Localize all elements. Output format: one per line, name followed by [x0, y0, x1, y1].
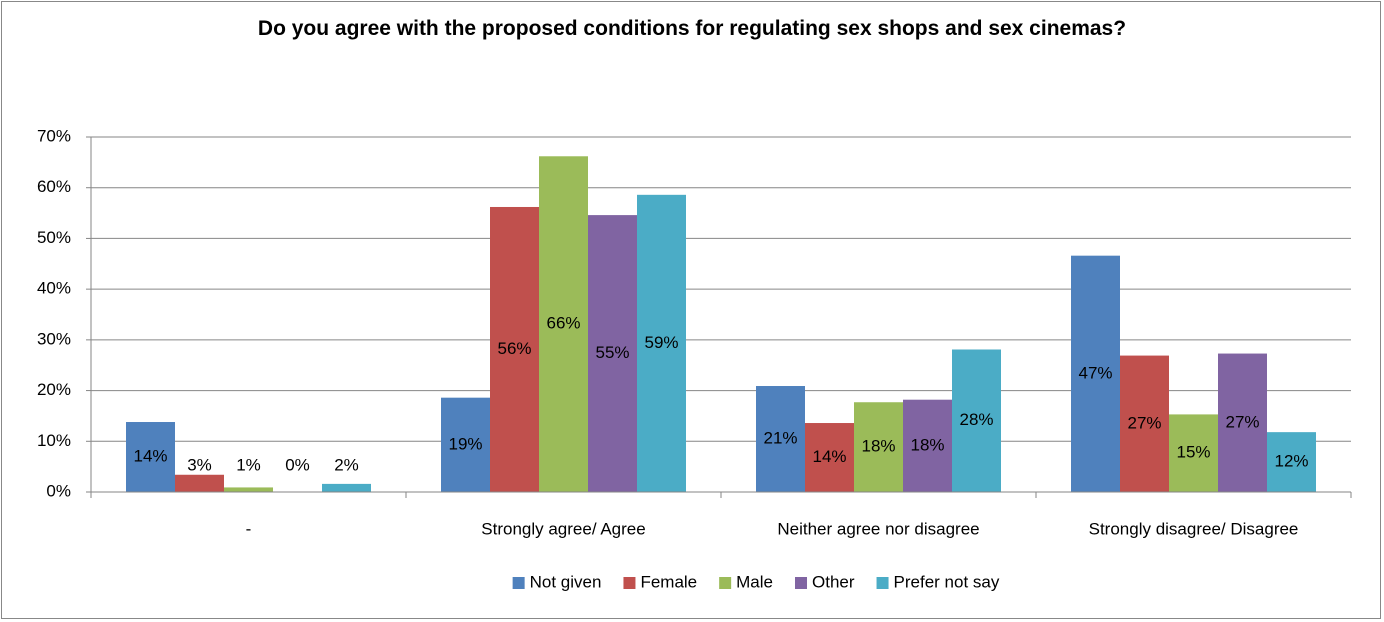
data-label: 18%: [910, 435, 944, 454]
bar: [539, 156, 588, 492]
legend-label: Other: [812, 572, 855, 591]
y-tick-label: 50%: [37, 228, 71, 247]
bar: [1218, 353, 1267, 492]
legend-swatch: [623, 577, 636, 589]
data-label: 19%: [448, 434, 482, 453]
chart-title: Do you agree with the proposed condition…: [257, 17, 1127, 40]
bar: [224, 487, 273, 492]
legend-label: Not given: [530, 572, 602, 591]
bar: [903, 399, 952, 492]
y-tick-label: 10%: [37, 431, 71, 450]
data-label: 66%: [546, 314, 580, 333]
data-label: 59%: [644, 333, 678, 352]
legend-swatch: [719, 577, 732, 589]
x-tick-label: Strongly agree/ Agree: [481, 519, 645, 538]
bar: [441, 397, 490, 492]
legend-label: Male: [736, 572, 773, 591]
bar: [1267, 432, 1316, 492]
bar: [588, 215, 637, 492]
bar: [854, 402, 903, 492]
data-label: 1%: [236, 455, 261, 474]
legend-swatch: [795, 577, 808, 589]
x-tick-label: -: [246, 519, 252, 538]
data-label: 47%: [1078, 363, 1112, 382]
y-tick-label: 40%: [37, 279, 71, 298]
bar: [952, 349, 1001, 492]
x-tick-label: Neither agree nor disagree: [777, 519, 979, 538]
bar: [126, 422, 175, 492]
legend-swatch: [876, 577, 889, 589]
data-label: 55%: [595, 343, 629, 362]
data-label: 15%: [1176, 443, 1210, 462]
legend-swatch: [512, 577, 525, 589]
legend-label: Prefer not say: [894, 572, 1000, 591]
data-label: 27%: [1225, 412, 1259, 431]
data-label: 56%: [497, 339, 531, 358]
y-tick-label: 0%: [46, 481, 71, 500]
bar: [637, 194, 686, 493]
data-label: 21%: [763, 428, 797, 447]
y-tick-label: 70%: [37, 126, 71, 145]
y-tick-label: 30%: [37, 329, 71, 348]
y-tick-label: 60%: [37, 177, 71, 196]
data-label: 0%: [285, 455, 310, 474]
data-label: 3%: [187, 455, 212, 474]
data-label: 18%: [861, 437, 895, 456]
bar: [1169, 414, 1218, 492]
legend-label: Female: [640, 572, 697, 591]
data-label: 12%: [1274, 452, 1308, 471]
data-label: 14%: [812, 447, 846, 466]
y-tick-label: 20%: [37, 380, 71, 399]
data-label: 27%: [1127, 413, 1161, 432]
bar: [1120, 355, 1169, 492]
bar: [1071, 255, 1120, 492]
data-label: 28%: [959, 410, 993, 429]
bar: [490, 206, 539, 492]
bar: [322, 483, 371, 492]
bar: [756, 386, 805, 492]
x-tick-label: Strongly disagree/ Disagree: [1089, 519, 1299, 538]
bar: [175, 474, 224, 492]
bar: [805, 423, 854, 492]
data-label: 14%: [133, 446, 167, 465]
data-label: 2%: [334, 455, 359, 474]
